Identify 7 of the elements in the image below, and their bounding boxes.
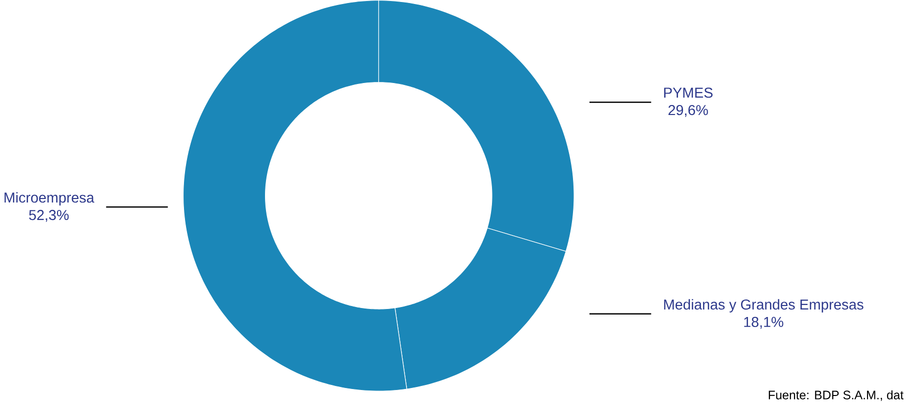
slice-label: Microempresa [4, 192, 94, 206]
source-note: Fuente: BDP S.A.M., dat [768, 390, 904, 401]
data-label: 52,3% [29, 210, 69, 222]
data-label: 29,6% [668, 104, 708, 117]
slice-label: PYMES [664, 87, 713, 98]
data-label: 18,1% [744, 316, 784, 329]
slice-label: Medianas y Grandes Empresas [664, 298, 864, 312]
